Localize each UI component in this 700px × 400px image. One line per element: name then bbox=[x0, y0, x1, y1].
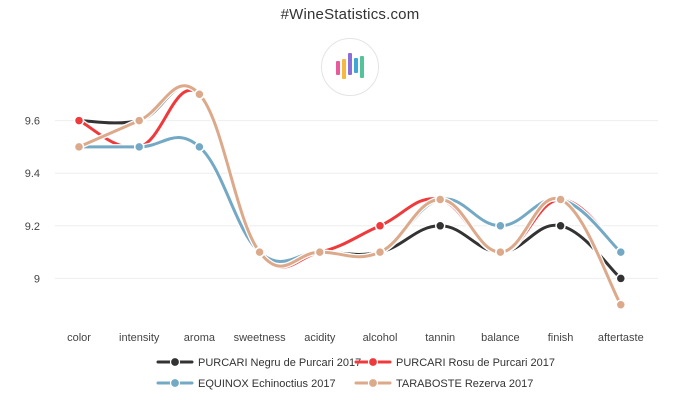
legend-item: PURCARI Negru de Purcari 2017 bbox=[156, 356, 361, 369]
x-tick-label: finish bbox=[548, 332, 574, 344]
series-line bbox=[77, 88, 623, 269]
legend-swatch-dot bbox=[169, 377, 181, 389]
x-tick-label: tannin bbox=[425, 332, 455, 344]
site-title: #WineStatistics.com bbox=[280, 6, 420, 23]
series-line bbox=[77, 85, 623, 280]
y-tick-label: 9 bbox=[34, 273, 40, 285]
series-1 bbox=[77, 83, 623, 281]
series-layer bbox=[73, 83, 627, 310]
data-point bbox=[434, 220, 446, 232]
legend-swatch-dot bbox=[367, 377, 379, 389]
series-4 bbox=[77, 83, 624, 307]
data-point bbox=[73, 141, 85, 153]
data-point bbox=[495, 246, 506, 258]
data-point bbox=[615, 299, 627, 310]
data-point bbox=[615, 273, 627, 284]
legend-item: TARABOSTE Rezerva 2017 bbox=[354, 377, 533, 390]
data-point bbox=[314, 246, 326, 258]
legend-item: PURCARI Rosu de Purcari 2017 bbox=[354, 356, 555, 369]
x-tick-label: balance bbox=[481, 332, 520, 344]
x-tick-label: intensity bbox=[119, 332, 160, 344]
series-line-outline bbox=[78, 83, 623, 281]
data-point bbox=[555, 220, 566, 232]
x-tick-label: alcohol bbox=[363, 332, 398, 344]
data-point bbox=[374, 246, 386, 258]
data-point bbox=[434, 194, 446, 205]
series-4-points bbox=[73, 89, 627, 310]
data-point bbox=[133, 115, 145, 126]
x-tick-label: sweetness bbox=[234, 332, 286, 344]
legend: PURCARI Negru de Purcari 2017 PURCARI Ros… bbox=[156, 356, 555, 390]
data-point bbox=[254, 246, 265, 258]
chart-logo-icon bbox=[336, 53, 364, 79]
x-tick-label: aroma bbox=[184, 332, 216, 344]
series-2 bbox=[77, 87, 623, 271]
x-tick-label: aftertaste bbox=[598, 332, 644, 344]
legend-label: PURCARI Rosu de Purcari 2017 bbox=[396, 357, 555, 369]
legend-swatch-dot bbox=[169, 356, 181, 368]
series-line bbox=[77, 84, 623, 307]
data-point bbox=[555, 194, 566, 205]
y-tick-label: 9.6 bbox=[25, 116, 40, 128]
legend-swatch-dot bbox=[367, 356, 379, 368]
data-point bbox=[374, 220, 386, 232]
data-point bbox=[194, 141, 205, 153]
y-tick-label: 9.4 bbox=[25, 168, 40, 180]
data-point bbox=[133, 141, 145, 153]
x-tick-label: color bbox=[67, 332, 91, 344]
legend-label: TARABOSTE Rezerva 2017 bbox=[396, 378, 533, 390]
data-point bbox=[495, 220, 506, 232]
series-line-outline bbox=[77, 83, 624, 307]
legend-label: EQUINOX Echinoctius 2017 bbox=[198, 378, 336, 390]
logo-badge bbox=[321, 38, 379, 96]
data-point bbox=[194, 89, 205, 100]
data-point bbox=[73, 115, 85, 126]
y-tick-label: 9.2 bbox=[25, 221, 40, 233]
x-tick-label: acidity bbox=[304, 332, 336, 344]
data-point bbox=[615, 246, 627, 258]
legend-item: EQUINOX Echinoctius 2017 bbox=[156, 377, 336, 390]
legend-label: PURCARI Negru de Purcari 2017 bbox=[198, 357, 361, 369]
